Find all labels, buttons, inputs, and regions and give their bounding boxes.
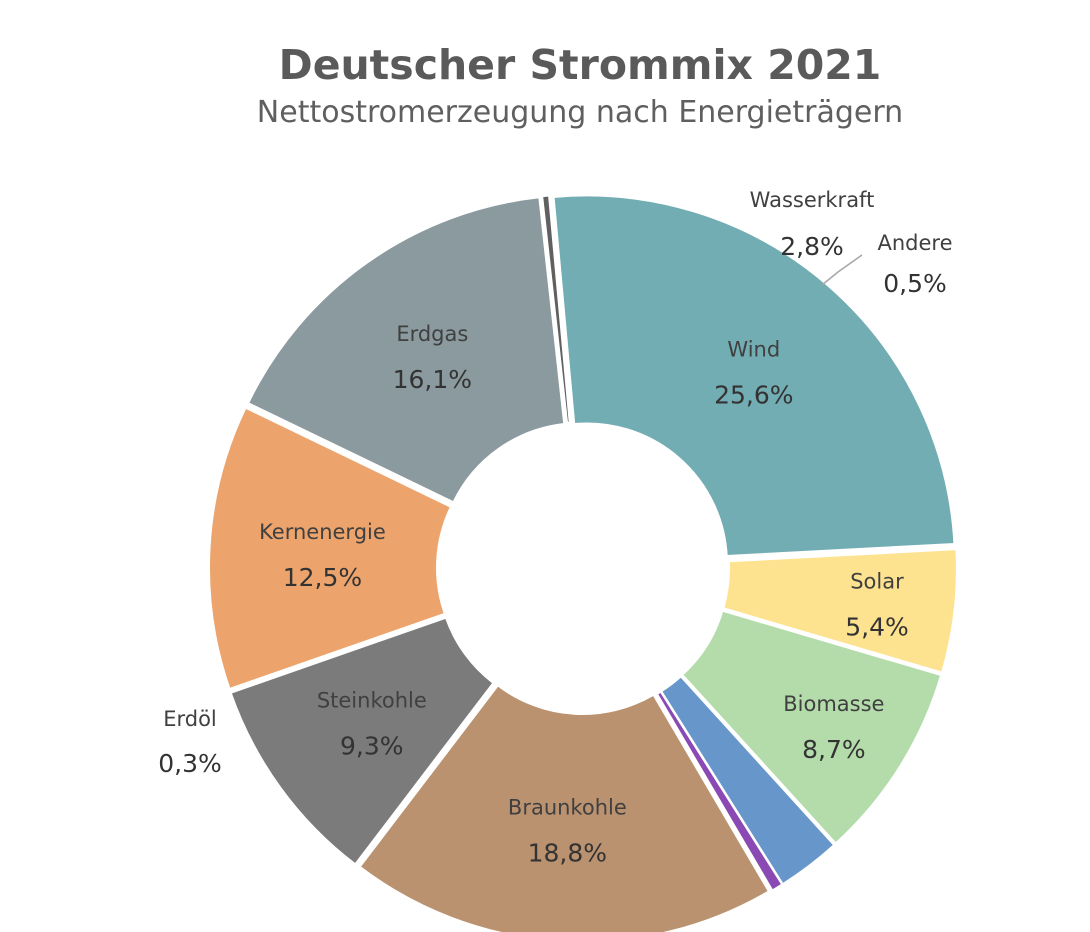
slice-kernenergie xyxy=(208,406,453,691)
slice-andere xyxy=(655,690,784,892)
chart-subtitle: Nettostromerzeugung nach Energieträgern xyxy=(256,95,904,130)
slice-value-erdoel: 0,3% xyxy=(158,749,222,778)
slice-value-braunkohle: 18,8% xyxy=(528,839,607,868)
slice-steinkohle xyxy=(229,616,495,866)
slice-name-solar: Solar xyxy=(850,569,904,593)
slice-name-braunkohle: Braunkohle xyxy=(508,796,627,820)
slice-wind xyxy=(552,194,956,558)
slice-erdoel xyxy=(541,194,571,424)
slice-braunkohle xyxy=(358,683,771,932)
leader-lines xyxy=(821,254,863,286)
slice-value-erdgas: 16,1% xyxy=(393,365,472,394)
slice-value-solar: 5,4% xyxy=(845,612,909,641)
slice-name-biomasse: Biomasse xyxy=(783,692,884,716)
slice-name-steinkohle: Steinkohle xyxy=(317,688,427,712)
slice-value-kernenergie: 12,5% xyxy=(283,563,362,592)
slice-name-erdgas: Erdgas xyxy=(396,322,468,346)
slice-name-wind: Wind xyxy=(727,338,780,362)
donut-slices xyxy=(208,194,958,932)
slice-value-wind: 25,6% xyxy=(714,381,793,410)
slice-erdgas xyxy=(246,196,566,504)
slice-name-andere: Andere xyxy=(877,231,952,255)
slice-value-biomasse: 8,7% xyxy=(802,735,866,764)
slice-value-wasserkraft: 2,8% xyxy=(780,232,844,261)
slice-biomasse xyxy=(680,609,943,845)
chart-title: Deutscher Strommix 2021 xyxy=(278,41,882,89)
chart-header: Deutscher Strommix 2021 Nettostromerzeug… xyxy=(0,38,1090,134)
slice-labels: Wind 25,6% Solar 5,4% Biomasse 8,7% Wasserkraf… xyxy=(158,188,952,868)
slice-name-wasserkraft: Wasserkraft xyxy=(750,188,875,212)
slice-value-steinkohle: 9,3% xyxy=(340,731,404,760)
slice-name-erdoel: Erdöl xyxy=(163,707,217,731)
leader-line-andere xyxy=(821,254,863,286)
slice-name-kernenergie: Kernenergie xyxy=(259,520,386,544)
slice-solar xyxy=(722,548,958,674)
slice-value-andere: 0,5% xyxy=(883,269,947,298)
